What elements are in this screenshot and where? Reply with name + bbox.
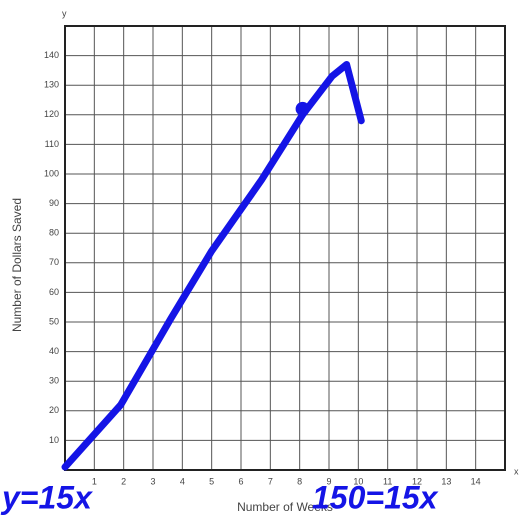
x-tick-label: 7: [268, 476, 273, 486]
y-axis-letter: y: [62, 8, 67, 18]
handwritten-annotation: 150=15x: [312, 479, 439, 515]
y-tick-label: 30: [49, 376, 59, 386]
y-tick-label: 60: [49, 287, 59, 297]
point: [295, 101, 310, 116]
y-tick-label: 90: [49, 198, 59, 208]
y-tick-label: 40: [49, 346, 59, 356]
y-tick-label: 10: [49, 435, 59, 445]
y-tick-label: 140: [44, 50, 59, 60]
y-tick-label: 120: [44, 109, 59, 119]
x-tick-label: 9: [326, 476, 331, 486]
x-tick-label: 8: [297, 476, 302, 486]
y-tick-label: 110: [45, 139, 59, 149]
x-tick-label: 1: [92, 476, 97, 486]
x-tick-label: 11: [383, 476, 392, 486]
x-axis-letter: x: [514, 466, 519, 476]
y-tick-label: 20: [49, 405, 59, 415]
y-tick-label: 100: [44, 168, 59, 178]
y-axis-title: Number of Dollars Saved: [10, 198, 24, 332]
y-tick-label: 50: [49, 316, 59, 326]
y-tick-label: 130: [44, 80, 59, 90]
x-tick-label: 12: [412, 476, 422, 486]
x-tick-label: 14: [471, 476, 481, 486]
x-tick-label: 2: [121, 476, 126, 486]
y-tick-label: 70: [49, 257, 59, 267]
x-tick-label: 4: [180, 476, 185, 486]
x-tick-label: 6: [238, 476, 243, 486]
x-tick-label: 13: [441, 476, 451, 486]
handwritten-annotation: y=15x: [0, 479, 93, 515]
x-tick-label: 5: [209, 476, 214, 486]
x-tick-label: 10: [353, 476, 363, 486]
hand-drawn-line: [61, 60, 365, 471]
y-tick-label: 80: [49, 228, 59, 238]
x-tick-label: 3: [150, 476, 155, 486]
x-axis-title: Number of Weeks: [237, 500, 333, 514]
plot-frame: [64, 25, 506, 471]
